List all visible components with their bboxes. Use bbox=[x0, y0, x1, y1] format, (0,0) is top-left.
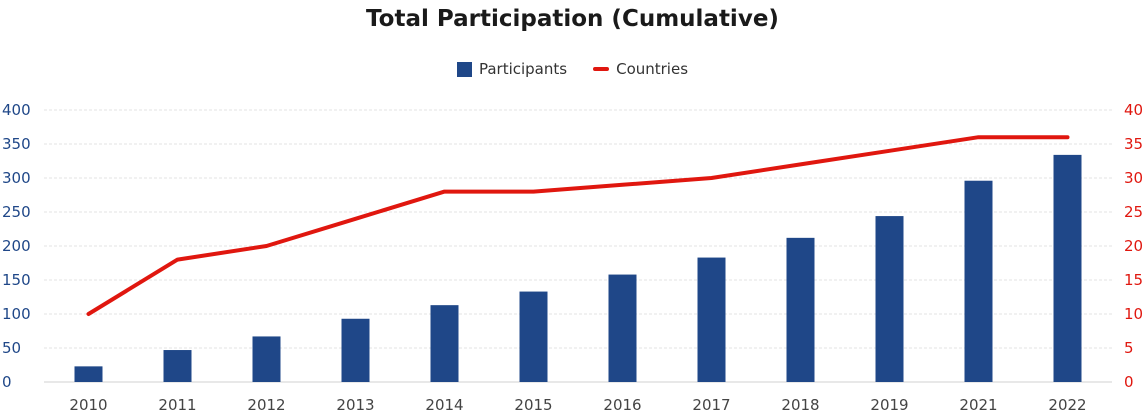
chart-title: Total Participation (Cumulative) bbox=[366, 6, 779, 32]
y-right-tick-label: 15 bbox=[1124, 271, 1143, 289]
y-left-tick-label: 250 bbox=[2, 203, 31, 221]
legend-label-participants: Participants bbox=[478, 60, 568, 78]
x-tick-label: 2021 bbox=[959, 396, 997, 414]
legend-item-participants[interactable]: Participants bbox=[456, 60, 568, 78]
point-countries bbox=[1066, 135, 1069, 139]
point-countries bbox=[532, 190, 535, 194]
y-right-tick-label: 20 bbox=[1124, 237, 1143, 255]
y-right-tick-label: 5 bbox=[1124, 339, 1134, 357]
y-right-tick-label: 30 bbox=[1124, 169, 1143, 187]
bar-participants bbox=[252, 336, 281, 382]
y-left-tick-label: 200 bbox=[2, 237, 31, 255]
y-right-tick-label: 25 bbox=[1124, 203, 1143, 221]
point-countries bbox=[888, 149, 891, 153]
y-left-tick-label: 50 bbox=[2, 339, 21, 357]
point-countries bbox=[799, 162, 802, 166]
x-tick-label: 2015 bbox=[514, 396, 552, 414]
x-tick-label: 2019 bbox=[870, 396, 908, 414]
bar-participants bbox=[519, 291, 548, 382]
legend-swatch-countries bbox=[593, 67, 610, 71]
line-countries bbox=[86, 135, 1070, 316]
y-right-tick-label: 40 bbox=[1124, 101, 1143, 119]
legend-label-countries: Countries bbox=[616, 60, 689, 78]
point-countries bbox=[443, 190, 446, 194]
point-countries bbox=[977, 135, 980, 139]
legend-swatch-participants bbox=[456, 61, 472, 77]
x-tick-label: 2022 bbox=[1048, 396, 1086, 414]
legend: Participants Countries bbox=[0, 60, 1145, 78]
bar-participants bbox=[1053, 154, 1082, 382]
x-tick-label: 2017 bbox=[692, 396, 730, 414]
x-tick-label: 2013 bbox=[336, 396, 374, 414]
point-countries bbox=[354, 217, 357, 221]
bar-participants bbox=[875, 216, 904, 382]
y-left-tick-label: 300 bbox=[2, 169, 31, 187]
y-left-tick-label: 100 bbox=[2, 305, 31, 323]
x-tick-label: 2016 bbox=[603, 396, 641, 414]
bar-participants bbox=[964, 180, 993, 382]
x-tick-label: 2018 bbox=[781, 396, 819, 414]
y-left-tick-label: 0 bbox=[2, 373, 12, 391]
bar-participants bbox=[608, 274, 637, 382]
point-countries bbox=[710, 176, 713, 180]
bar-participants bbox=[430, 305, 459, 382]
y-right-tick-label: 10 bbox=[1124, 305, 1143, 323]
legend-item-countries[interactable]: Countries bbox=[593, 60, 688, 78]
point-countries bbox=[176, 258, 179, 262]
bar-participants bbox=[163, 350, 192, 382]
y-left-tick-label: 350 bbox=[2, 135, 31, 153]
bar-participants bbox=[786, 237, 815, 382]
x-tick-label: 2014 bbox=[425, 396, 463, 414]
point-countries bbox=[265, 244, 268, 248]
x-tick-label: 2012 bbox=[247, 396, 285, 414]
bar-participants bbox=[697, 257, 726, 382]
x-tick-label: 2011 bbox=[158, 396, 196, 414]
bar-participants bbox=[341, 318, 370, 382]
bar-participants bbox=[74, 366, 103, 382]
y-left-tick-label: 400 bbox=[2, 101, 31, 119]
y-left-tick-label: 150 bbox=[2, 271, 31, 289]
point-countries bbox=[621, 183, 624, 187]
point-countries bbox=[87, 312, 90, 316]
x-tick-label: 2010 bbox=[69, 396, 107, 414]
y-right-tick-label: 35 bbox=[1124, 135, 1143, 153]
y-right-tick-label: 0 bbox=[1124, 373, 1134, 391]
